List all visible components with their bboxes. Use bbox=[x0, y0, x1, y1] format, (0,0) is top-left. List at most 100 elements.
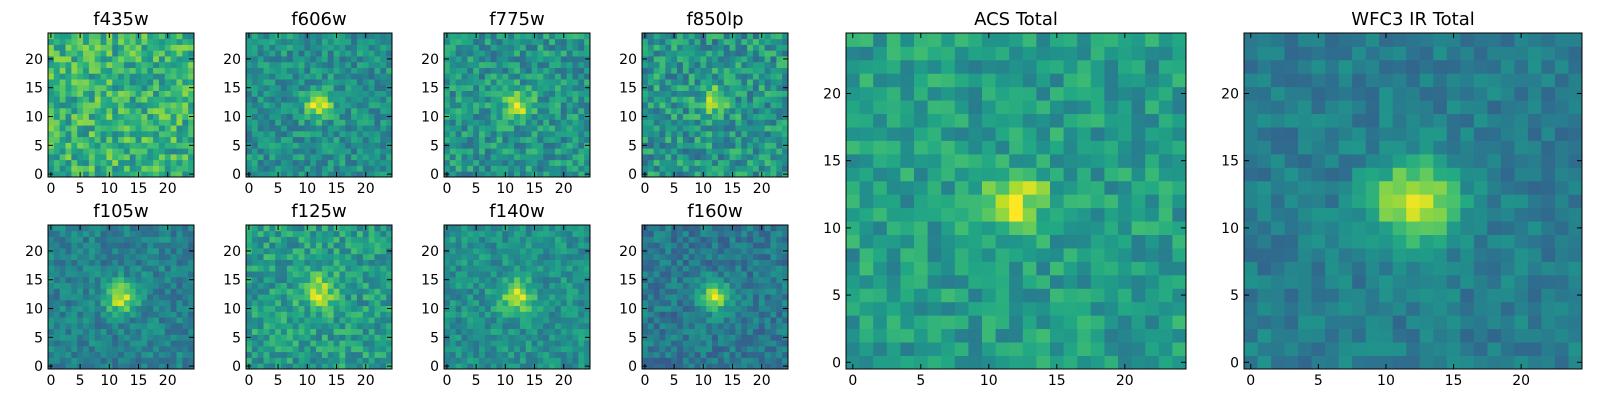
heatmap-cell bbox=[537, 299, 544, 307]
heatmap-cell bbox=[578, 248, 585, 255]
heatmap-cell bbox=[386, 225, 393, 232]
heatmap-cell bbox=[741, 345, 748, 353]
heatmap-cell bbox=[310, 107, 317, 115]
heatmap-cell bbox=[514, 294, 521, 301]
heatmap-cell bbox=[298, 119, 305, 126]
heatmap-cell bbox=[502, 248, 509, 255]
heatmap-cell bbox=[71, 305, 78, 312]
heatmap-cell bbox=[257, 288, 264, 295]
heatmap-cell bbox=[153, 317, 160, 324]
heatmap-cell bbox=[508, 165, 515, 172]
heatmap-cell bbox=[298, 248, 305, 255]
heatmap-cell bbox=[490, 340, 497, 347]
heatmap-cell bbox=[112, 153, 119, 161]
heatmap-cell bbox=[461, 142, 468, 149]
heatmap-cell bbox=[479, 56, 486, 63]
heatmap-cell bbox=[449, 236, 457, 243]
heatmap-cell bbox=[129, 271, 136, 278]
heatmap-cell bbox=[706, 322, 713, 330]
heatmap-cell bbox=[560, 130, 568, 138]
heatmap-cell bbox=[129, 38, 136, 45]
heatmap-cell bbox=[158, 276, 166, 283]
heatmap-cell bbox=[554, 56, 562, 63]
heatmap-cell bbox=[298, 230, 305, 237]
heatmap-cell bbox=[176, 345, 183, 353]
heatmap-cell bbox=[682, 357, 690, 364]
heatmap-cell bbox=[473, 73, 480, 80]
heatmap-cell bbox=[566, 253, 573, 260]
heatmap-cell bbox=[484, 294, 492, 301]
heatmap-cell bbox=[461, 153, 468, 161]
heatmap-cell bbox=[549, 282, 556, 289]
heatmap-cell bbox=[700, 294, 707, 301]
heatmap-cell bbox=[48, 288, 55, 295]
heatmap-cell bbox=[560, 340, 568, 347]
heatmap-cell bbox=[374, 294, 381, 301]
heatmap-cell bbox=[712, 282, 719, 289]
heatmap-cell bbox=[170, 311, 177, 318]
heatmap-cell bbox=[176, 230, 183, 237]
heatmap-cell bbox=[59, 153, 66, 161]
heatmap-cell bbox=[327, 148, 334, 155]
heatmap-cell bbox=[386, 38, 393, 45]
heatmap-cell bbox=[537, 44, 544, 51]
heatmap-cell bbox=[135, 340, 142, 347]
heatmap-cell bbox=[112, 345, 119, 353]
heatmap-cell bbox=[490, 248, 497, 255]
heatmap-cell bbox=[764, 102, 771, 109]
heatmap-cell bbox=[752, 351, 760, 358]
heatmap-cell bbox=[578, 79, 585, 86]
heatmap-cell bbox=[758, 102, 766, 109]
heatmap-cell bbox=[770, 50, 777, 57]
heatmap-cell bbox=[566, 44, 573, 51]
heatmap-cell bbox=[694, 282, 701, 289]
heatmap-cell bbox=[112, 311, 119, 318]
heatmap-cell bbox=[292, 171, 299, 178]
heatmap-cell bbox=[339, 165, 346, 172]
heatmap-cell bbox=[106, 165, 113, 172]
heatmap-cell bbox=[677, 305, 684, 312]
heatmap-cell bbox=[566, 351, 573, 358]
heatmap-cell bbox=[467, 340, 474, 347]
heatmap-cell bbox=[735, 322, 742, 330]
heatmap-cell bbox=[123, 153, 131, 161]
heatmap-cell bbox=[106, 328, 113, 335]
heatmap-cell bbox=[647, 96, 655, 103]
x-tick-label: 5 bbox=[76, 181, 85, 197]
x-tick-label: 10 bbox=[100, 373, 118, 389]
heatmap-cell bbox=[321, 305, 329, 312]
heatmap-cell bbox=[310, 363, 317, 370]
heatmap-cell bbox=[549, 84, 556, 91]
heatmap-cell bbox=[71, 136, 78, 143]
heatmap-cell bbox=[356, 271, 364, 278]
heatmap-cell bbox=[374, 357, 381, 364]
heatmap-cell bbox=[386, 271, 393, 278]
heatmap-cell bbox=[647, 56, 655, 63]
heatmap-cell bbox=[304, 334, 311, 341]
heatmap-cell bbox=[537, 79, 544, 86]
heatmap-cell bbox=[286, 317, 294, 324]
heatmap-cell bbox=[677, 125, 684, 132]
x-tick-label: 10 bbox=[694, 181, 712, 197]
heatmap-cell bbox=[554, 130, 562, 138]
heatmap-cell bbox=[158, 225, 166, 232]
heatmap-cell bbox=[292, 73, 299, 80]
heatmap-cell bbox=[682, 351, 690, 358]
heatmap-cell bbox=[281, 44, 288, 51]
heatmap-cell bbox=[572, 294, 579, 301]
heatmap-cell bbox=[537, 345, 544, 353]
heatmap-cell bbox=[467, 294, 474, 301]
heatmap-cell bbox=[549, 322, 556, 330]
heatmap-cell bbox=[525, 322, 532, 330]
heatmap-cell bbox=[455, 248, 462, 255]
heatmap-cell bbox=[682, 328, 690, 335]
heatmap-cell bbox=[59, 142, 66, 149]
heatmap-cell bbox=[327, 317, 334, 324]
heatmap-cell bbox=[717, 311, 725, 318]
heatmap-cell bbox=[135, 299, 142, 307]
y-tick-label: 15 bbox=[619, 81, 637, 97]
heatmap-cell bbox=[263, 142, 270, 149]
heatmap-cell bbox=[170, 317, 177, 324]
heatmap-cell bbox=[48, 299, 55, 307]
heatmap-cell bbox=[566, 265, 573, 272]
